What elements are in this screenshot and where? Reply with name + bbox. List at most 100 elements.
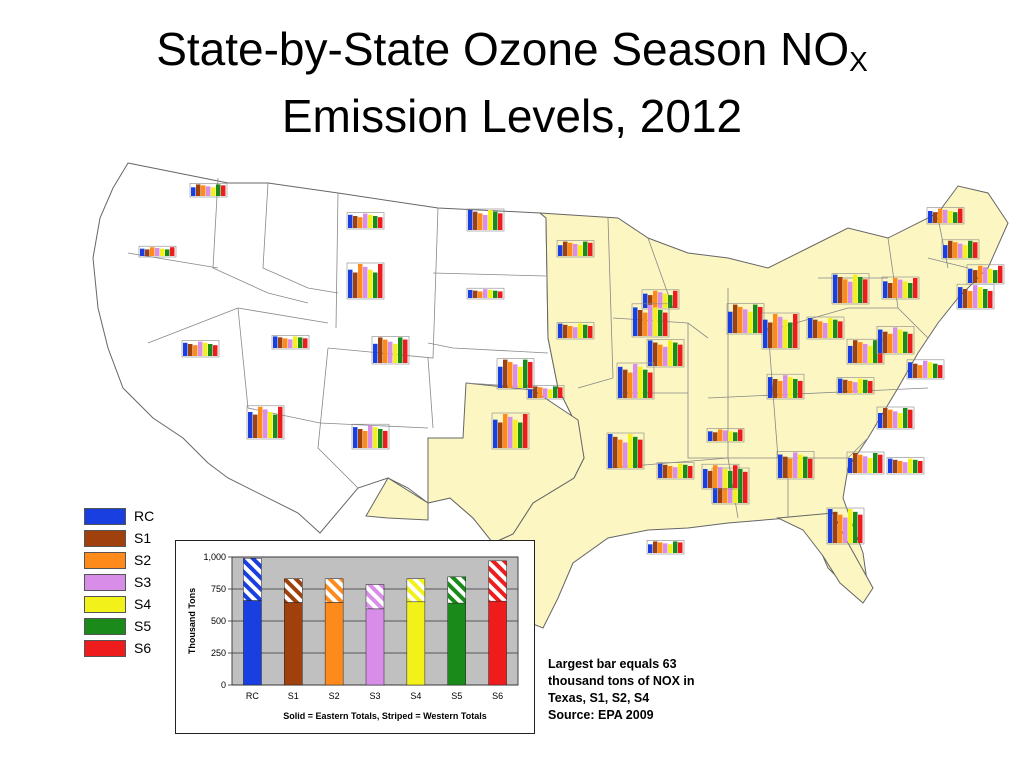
state-bar xyxy=(858,378,863,393)
state-bar xyxy=(523,359,528,388)
state-bar xyxy=(653,290,658,308)
state-bar xyxy=(838,514,843,543)
state-bar xyxy=(648,304,653,336)
state-bar xyxy=(578,245,583,256)
note-line: Source: EPA 2009 xyxy=(548,708,654,722)
state-bar xyxy=(848,458,853,473)
state-bar xyxy=(643,369,648,398)
state-bar xyxy=(728,470,733,488)
state-bar xyxy=(368,214,373,228)
title-line-1: State-by-State Ozone Season NOX xyxy=(0,22,1024,89)
state-bar xyxy=(528,389,533,398)
state-bar xyxy=(248,412,253,438)
state-bar xyxy=(160,248,165,256)
state-bar-glyph xyxy=(556,240,595,258)
state-bar xyxy=(648,544,653,553)
state-bar xyxy=(628,434,633,468)
state-bar xyxy=(573,327,578,338)
state-bar xyxy=(363,266,368,298)
state-bar xyxy=(758,306,763,333)
state-bar xyxy=(953,242,958,258)
state-bar xyxy=(568,326,573,338)
title-main-text: State-by-State Ozone Season NO xyxy=(156,23,850,75)
legend-label: S4 xyxy=(134,596,152,612)
state-bar xyxy=(833,511,838,543)
state-bar xyxy=(853,382,858,393)
state-bar xyxy=(668,544,673,553)
state-bar xyxy=(216,184,221,196)
state-bar xyxy=(743,309,748,333)
legend-label: S1 xyxy=(134,530,152,546)
state-bar xyxy=(933,212,938,223)
bar-eastern-s1 xyxy=(284,602,303,686)
y-tick-label: 500 xyxy=(211,616,226,626)
state-bar-glyph xyxy=(886,457,925,475)
state-bar xyxy=(723,430,728,441)
state-bar xyxy=(623,369,628,398)
state-bar xyxy=(563,324,568,338)
state-bar xyxy=(658,292,663,308)
state-bar xyxy=(883,408,888,428)
state-bar-glyph xyxy=(941,239,980,260)
state-bar xyxy=(783,319,788,348)
state-bar xyxy=(673,541,678,553)
state-bar xyxy=(288,339,293,348)
state-bar xyxy=(893,459,898,473)
state-bar xyxy=(673,290,678,308)
state-bar xyxy=(868,458,873,473)
bar-western-s5 xyxy=(447,576,466,604)
legend-swatch xyxy=(84,574,126,591)
state-bar xyxy=(473,211,478,230)
bar-eastern-s5 xyxy=(447,602,466,686)
state-bar xyxy=(738,469,743,503)
state-bar xyxy=(533,386,538,398)
state-bar xyxy=(528,361,533,388)
legend-label: S5 xyxy=(134,618,152,634)
state-bar xyxy=(623,442,628,468)
us-map xyxy=(92,162,1009,629)
state-bar xyxy=(708,431,713,441)
state-bar xyxy=(923,360,928,378)
legend-swatch xyxy=(84,596,126,613)
state-bar xyxy=(828,509,833,543)
state-bar xyxy=(283,338,288,348)
state-bar xyxy=(191,187,196,196)
state-bar xyxy=(155,247,160,256)
legend-swatch xyxy=(84,552,126,569)
state-bar xyxy=(963,245,968,258)
state-bar xyxy=(678,542,683,553)
state-bar xyxy=(583,324,588,338)
state-bar xyxy=(783,456,788,478)
state-bar xyxy=(383,430,388,448)
state-bar xyxy=(648,295,653,308)
state-bar xyxy=(145,249,150,256)
state-bar xyxy=(898,329,903,353)
bar-western-s4 xyxy=(406,578,426,603)
state-bar xyxy=(188,344,193,356)
state-bar xyxy=(938,365,943,378)
state-bar xyxy=(973,242,978,258)
state-bar-glyph xyxy=(826,507,865,545)
state-bar xyxy=(738,306,743,333)
state-bar-glyph xyxy=(346,262,385,300)
state-bar xyxy=(633,364,638,398)
state-bar xyxy=(663,543,668,553)
state-bar xyxy=(968,290,973,308)
state-bar xyxy=(201,185,206,196)
state-bar xyxy=(468,210,473,230)
state-bar xyxy=(503,359,508,388)
state-bar xyxy=(853,511,858,543)
state-bar xyxy=(663,293,668,308)
state-bar xyxy=(196,184,201,196)
state-bar xyxy=(263,409,268,438)
state-bar xyxy=(853,340,858,363)
state-bar xyxy=(653,307,658,336)
title-subscript: X xyxy=(849,46,868,77)
state-bar xyxy=(933,363,938,378)
state-bar-glyph xyxy=(706,428,745,443)
state-bar xyxy=(193,345,198,356)
state-bar xyxy=(523,414,528,448)
state-bar-glyph xyxy=(641,289,680,310)
state-bar xyxy=(818,321,823,338)
state-bar xyxy=(558,323,563,338)
